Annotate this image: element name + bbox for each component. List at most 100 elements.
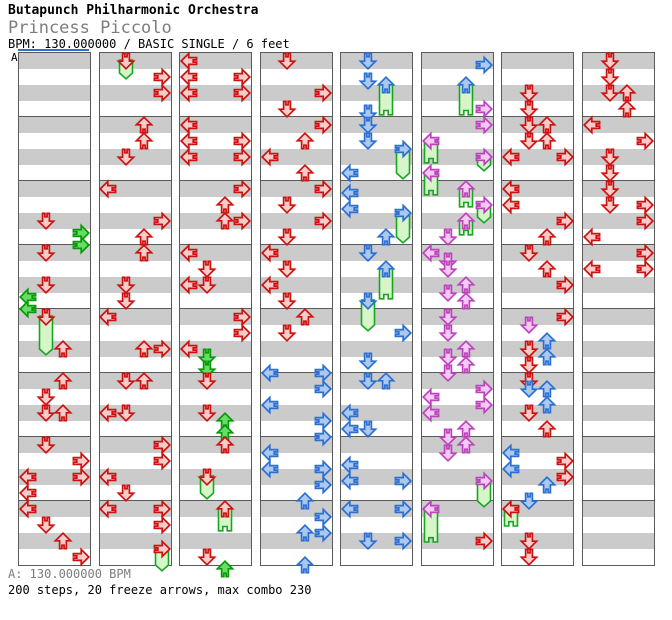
left-arrow-note (502, 459, 520, 479)
measure-line (502, 180, 574, 181)
down-arrow-note (599, 68, 620, 87)
left-arrow-note (180, 51, 198, 71)
right-arrow-note (394, 139, 413, 159)
left-arrow-note (502, 443, 520, 463)
up-arrow-note (456, 75, 476, 94)
down-arrow-note (438, 364, 459, 383)
left-arrow-note (260, 395, 279, 415)
right-arrow-note (475, 379, 493, 399)
right-arrow-note (153, 435, 171, 455)
right-arrow-note (556, 307, 574, 327)
measure-line (421, 180, 493, 181)
down-arrow-note (519, 356, 539, 375)
down-arrow-note (35, 276, 56, 295)
right-arrow-note (394, 203, 413, 223)
left-arrow-note (180, 339, 198, 359)
right-arrow-note (233, 67, 252, 87)
right-arrow-note (475, 115, 493, 135)
down-arrow-note (277, 324, 297, 343)
right-arrow-note (233, 211, 252, 231)
up-arrow-note (537, 131, 557, 150)
right-arrow-note (153, 67, 171, 87)
measure-line (260, 116, 332, 117)
footer-stats: 200 steps, 20 freeze arrows, max combo 2… (8, 583, 312, 597)
measure-line (502, 244, 574, 245)
right-arrow-note (153, 339, 171, 359)
right-arrow-note (314, 379, 332, 399)
left-arrow-note (341, 199, 359, 219)
right-arrow-note (314, 459, 332, 479)
right-arrow-note (72, 235, 91, 255)
up-arrow-note (617, 83, 638, 102)
down-arrow-note (599, 148, 620, 167)
down-arrow-note (519, 244, 539, 263)
left-arrow-note (260, 275, 279, 295)
measure-line (180, 244, 252, 245)
left-arrow-note (502, 499, 520, 519)
measure-line (341, 244, 413, 245)
down-arrow-note (358, 72, 378, 91)
down-arrow-note (519, 132, 539, 151)
right-arrow-note (314, 507, 332, 527)
right-arrow-note (233, 307, 252, 327)
up-arrow-note (456, 435, 476, 454)
up-arrow-note (537, 227, 557, 246)
left-arrow-note (341, 419, 359, 439)
measure-line (582, 116, 654, 117)
down-arrow-note (599, 196, 620, 215)
down-arrow-note (116, 484, 136, 503)
up-arrow-note (214, 435, 235, 454)
chart-column (98, 52, 172, 572)
up-arrow-note (295, 307, 315, 326)
up-arrow-note (295, 523, 315, 542)
down-arrow-note (519, 492, 539, 511)
right-arrow-note (233, 323, 252, 343)
measure-line (582, 436, 654, 437)
up-arrow-note (134, 371, 154, 390)
right-arrow-note (475, 99, 493, 119)
measure-line (19, 180, 90, 181)
right-arrow-note (72, 547, 91, 567)
right-arrow-note (233, 83, 252, 103)
right-arrow-note (394, 323, 413, 343)
right-arrow-note (394, 471, 413, 491)
up-arrow-note (456, 179, 476, 198)
down-arrow-note (519, 84, 539, 103)
down-arrow-note (277, 260, 297, 279)
left-arrow-note (260, 363, 279, 383)
left-arrow-note (99, 179, 117, 199)
down-arrow-note (519, 532, 539, 551)
right-arrow-note (394, 499, 413, 519)
right-arrow-note (556, 275, 574, 295)
right-arrow-note (556, 147, 574, 167)
freeze-tail (360, 299, 376, 332)
up-arrow-note (537, 259, 557, 278)
right-arrow-note (475, 195, 493, 215)
freeze-tail (423, 507, 439, 543)
measure-line (19, 500, 90, 501)
down-arrow-note (358, 372, 378, 391)
right-arrow-note (314, 427, 332, 447)
down-arrow-note (35, 388, 56, 407)
measure-line (421, 244, 493, 245)
measure-line (180, 436, 252, 437)
up-arrow-note (295, 555, 315, 574)
up-arrow-note (295, 491, 315, 510)
down-arrow-note (277, 228, 297, 247)
down-arrow-note (197, 404, 217, 423)
right-arrow-note (475, 147, 493, 167)
down-arrow-note (438, 348, 459, 367)
down-arrow-note (277, 100, 297, 119)
measure-line (19, 308, 90, 309)
chart-column (179, 51, 253, 578)
right-arrow-note (72, 467, 91, 487)
right-arrow-note (72, 451, 91, 471)
down-arrow-note (519, 380, 539, 399)
measure-line (502, 372, 574, 373)
section-marker-line (18, 49, 89, 51)
left-arrow-note (260, 459, 279, 479)
down-arrow-note (197, 548, 217, 567)
measure-line (582, 244, 654, 245)
up-arrow-note (214, 499, 235, 518)
measure-line (260, 308, 332, 309)
